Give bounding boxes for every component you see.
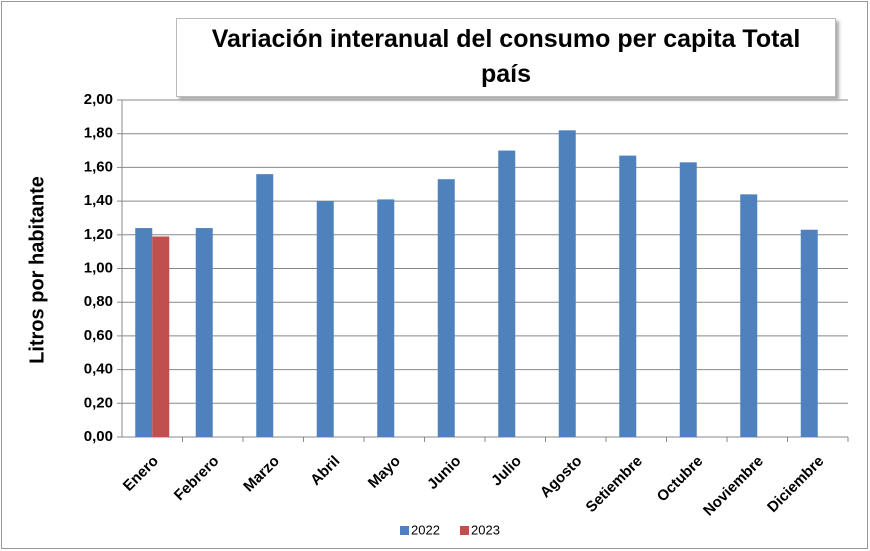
legend-label: 2023 [471, 522, 500, 537]
y-tick-label: 1,00 [84, 259, 113, 276]
bar [619, 155, 637, 438]
chart-title: Variación interanual del consumo per cap… [176, 18, 836, 97]
y-tick-label: 1,60 [84, 158, 113, 175]
bar [558, 130, 576, 437]
y-tick-label: 0,80 [84, 293, 113, 310]
legend-label: 2022 [411, 522, 440, 537]
bar [135, 228, 153, 437]
bar [256, 174, 274, 437]
bar [152, 236, 170, 437]
legend-swatch [460, 526, 469, 535]
bar [679, 162, 697, 437]
bar [437, 179, 455, 437]
y-axis-label: Litros por habitante [26, 176, 48, 364]
legend-swatch [400, 526, 409, 535]
y-tick-label: 0,60 [84, 327, 113, 344]
bar [740, 194, 758, 437]
bar [316, 201, 334, 437]
y-tick-label: 2,00 [84, 91, 113, 108]
y-tick-label: 0,40 [84, 361, 113, 378]
bar [498, 150, 516, 438]
y-tick-label: 0,20 [84, 394, 113, 411]
bar [800, 229, 818, 437]
bar [377, 199, 395, 437]
y-tick-label: 0,00 [84, 428, 113, 445]
y-tick-label: 1,40 [84, 192, 113, 209]
y-tick-label: 1,20 [84, 226, 113, 243]
bar [195, 228, 213, 437]
y-tick-label: 1,80 [84, 125, 113, 142]
